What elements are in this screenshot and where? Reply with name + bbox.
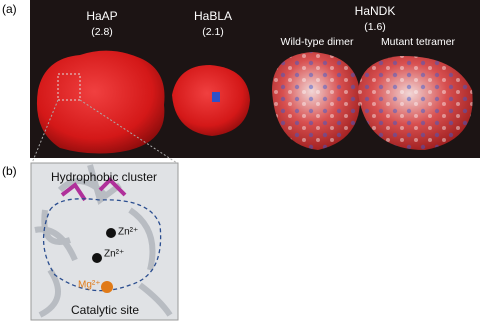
inset-title: Hydrophobic cluster: [51, 170, 157, 184]
subpanel-label: Mutant tetramer: [381, 36, 456, 48]
protein-name: HaAP: [86, 9, 117, 23]
protein-name: HaBLA: [194, 9, 232, 23]
protein-name: HaNDK: [355, 4, 396, 18]
ribbon: [34, 164, 173, 318]
ion-label: Zn²⁺: [118, 227, 138, 238]
residue: [60, 177, 127, 202]
protein-value: (2.1): [202, 26, 224, 38]
ion-label: Mg²⁺: [78, 280, 101, 291]
inset-caption: Catalytic site: [71, 303, 139, 317]
site-outline: [42, 198, 162, 292]
ion: [101, 281, 113, 293]
zoom-line: [31, 99, 59, 164]
surface-patch: [212, 92, 220, 102]
ion: [92, 253, 102, 263]
panel-label: (b): [2, 164, 17, 178]
panel-label: (a): [2, 2, 17, 16]
subpanel-label: Wild-type dimer: [281, 36, 354, 48]
ion: [106, 228, 116, 238]
protein-value: (2.8): [91, 26, 113, 38]
ion-label: Zn²⁺: [104, 249, 124, 260]
protein-surface: [172, 65, 250, 136]
protein-value: (1.6): [364, 21, 386, 33]
surface-patch: [272, 52, 361, 150]
protein-surface: [36, 50, 165, 154]
zoom-line: [79, 99, 178, 164]
surface-patch: [358, 55, 473, 150]
